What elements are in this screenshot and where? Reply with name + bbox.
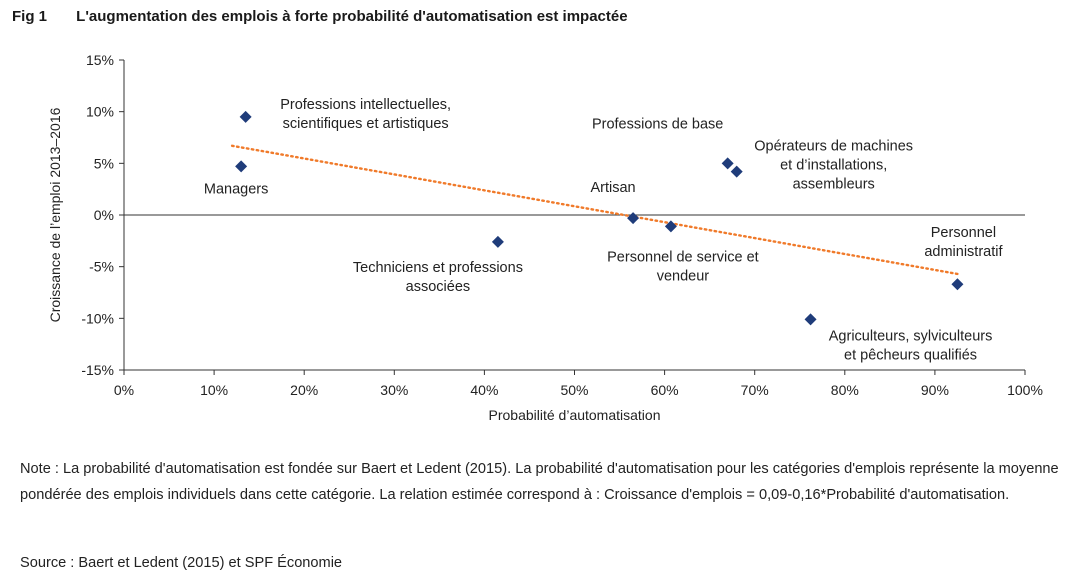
point-label: administratif xyxy=(924,244,1003,260)
data-point-marker xyxy=(721,157,734,170)
point-label: Agriculteurs, sylviculteurs xyxy=(829,328,993,344)
y-axis-title: Croissance de l’emploi 2013–2016 xyxy=(47,107,63,322)
x-tick-label: 80% xyxy=(831,382,859,398)
y-tick-label: -5% xyxy=(89,259,114,275)
point-label: et d’installations, xyxy=(780,158,887,174)
data-point-marker xyxy=(235,160,248,173)
y-tick-label: 15% xyxy=(86,52,114,68)
point-label: Artisan xyxy=(590,180,635,196)
figure-number: Fig 1 xyxy=(12,8,48,25)
data-point-marker xyxy=(239,110,252,123)
x-tick-label: 40% xyxy=(470,382,498,398)
x-tick-label: 0% xyxy=(114,382,134,398)
point-label: Professions intellectuelles, xyxy=(280,97,451,113)
data-point-marker xyxy=(664,220,677,233)
x-tick-label: 90% xyxy=(921,382,949,398)
data-point-marker xyxy=(804,313,817,326)
figure-note: Note : La probabilité d'automatisation e… xyxy=(20,461,1059,503)
y-tick-label: 5% xyxy=(94,155,114,171)
y-tick-label: 0% xyxy=(94,207,114,223)
point-label: vendeur xyxy=(657,268,710,284)
point-label: Managers xyxy=(204,181,268,197)
point-label: Personnel de service et xyxy=(607,249,759,265)
y-tick-label: -15% xyxy=(81,362,114,378)
point-label: assembleurs xyxy=(793,177,875,193)
point-label: Personnel xyxy=(931,225,996,241)
chart-axes: 15%10%5%0%-5%-10%-15%0% 10% 20% 30% 40% 50% 60… xyxy=(47,52,1043,423)
data-point-marker xyxy=(491,235,504,248)
data-points xyxy=(235,110,964,326)
data-point-marker xyxy=(627,212,640,225)
point-label: associées xyxy=(406,279,470,295)
point-label: et pêcheurs qualifiés xyxy=(844,347,977,363)
x-tick-label: 30% xyxy=(380,382,408,398)
data-point-marker xyxy=(951,278,964,291)
point-label: Techniciens et professions xyxy=(353,260,523,276)
x-axis-title: Probabilité d’automatisation xyxy=(489,407,661,423)
data-point-marker xyxy=(730,165,743,178)
y-tick-label: -10% xyxy=(81,310,114,326)
x-tick-label: 70% xyxy=(741,382,769,398)
figure-header: Fig 1 L'augmentation des emplois à forte… xyxy=(12,8,628,25)
x-tick-label: 60% xyxy=(651,382,679,398)
point-label: scientifiques et artistiques xyxy=(283,116,449,132)
x-tick-label: 100% xyxy=(1007,382,1043,398)
chart-svg: 15%10%5%0%-5%-10%-15%0% 10% 20% 30% 40% 50% 60… xyxy=(47,52,1043,423)
figure-source: Source : Baert et Ledent (2015) et SPF É… xyxy=(20,555,343,571)
x-tick-label: 10% xyxy=(200,382,228,398)
y-tick-label: 10% xyxy=(86,104,114,120)
point-labels: Professions intellectuelles, scientifique… xyxy=(204,97,1004,364)
point-label: Professions de base xyxy=(592,116,723,132)
x-tick-label: 50% xyxy=(560,382,588,398)
x-tick-label: 20% xyxy=(290,382,318,398)
point-label: Opérateurs de machines xyxy=(754,139,913,155)
figure-title: L'augmentation des emplois à forte proba… xyxy=(76,8,628,25)
scatter-chart: 15% 10% 5% 0% -5% -10% -15% 0% 10% 20% 30% 40% 50% 60… xyxy=(0,40,1069,440)
